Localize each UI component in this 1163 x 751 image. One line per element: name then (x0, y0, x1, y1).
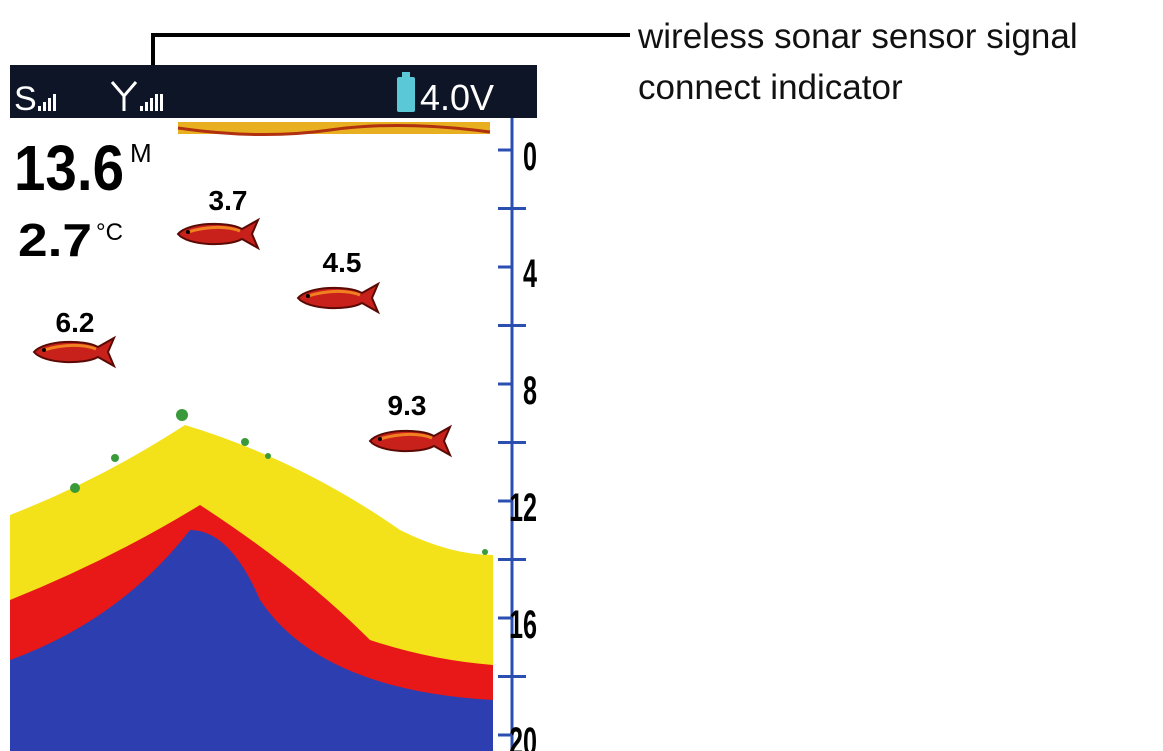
signal-bars (140, 94, 163, 111)
scale-label: 20 (509, 720, 537, 751)
fish-depth: 3.7 (209, 185, 248, 216)
status-bar (10, 65, 537, 118)
antenna-icon (110, 81, 138, 111)
battery-icon (397, 72, 415, 112)
sonar-label: S (14, 80, 37, 118)
scale-label: 12 (509, 486, 537, 530)
signal-bars (38, 94, 56, 111)
fish-depth: 6.2 (56, 307, 95, 338)
scale-label: 0 (523, 135, 537, 179)
fish-depth: 9.3 (388, 390, 427, 421)
fish-depth: 4.5 (323, 247, 362, 278)
scale-label: 4 (523, 252, 537, 296)
annotation-line: connect indicator (638, 68, 903, 107)
scale-label: 8 (523, 369, 537, 413)
scale-label: 16 (509, 603, 537, 647)
sonar-echo (10, 122, 493, 751)
battery-voltage: 4.0V (420, 77, 494, 118)
annotation-line: wireless sonar sensor signal (637, 17, 1078, 56)
depth-unit: M (130, 138, 152, 168)
depth-readout: 13.6 (14, 132, 124, 204)
temperature-unit: °C (96, 219, 123, 246)
leader-line (151, 33, 630, 68)
temperature-readout: 2.7 (18, 214, 92, 266)
